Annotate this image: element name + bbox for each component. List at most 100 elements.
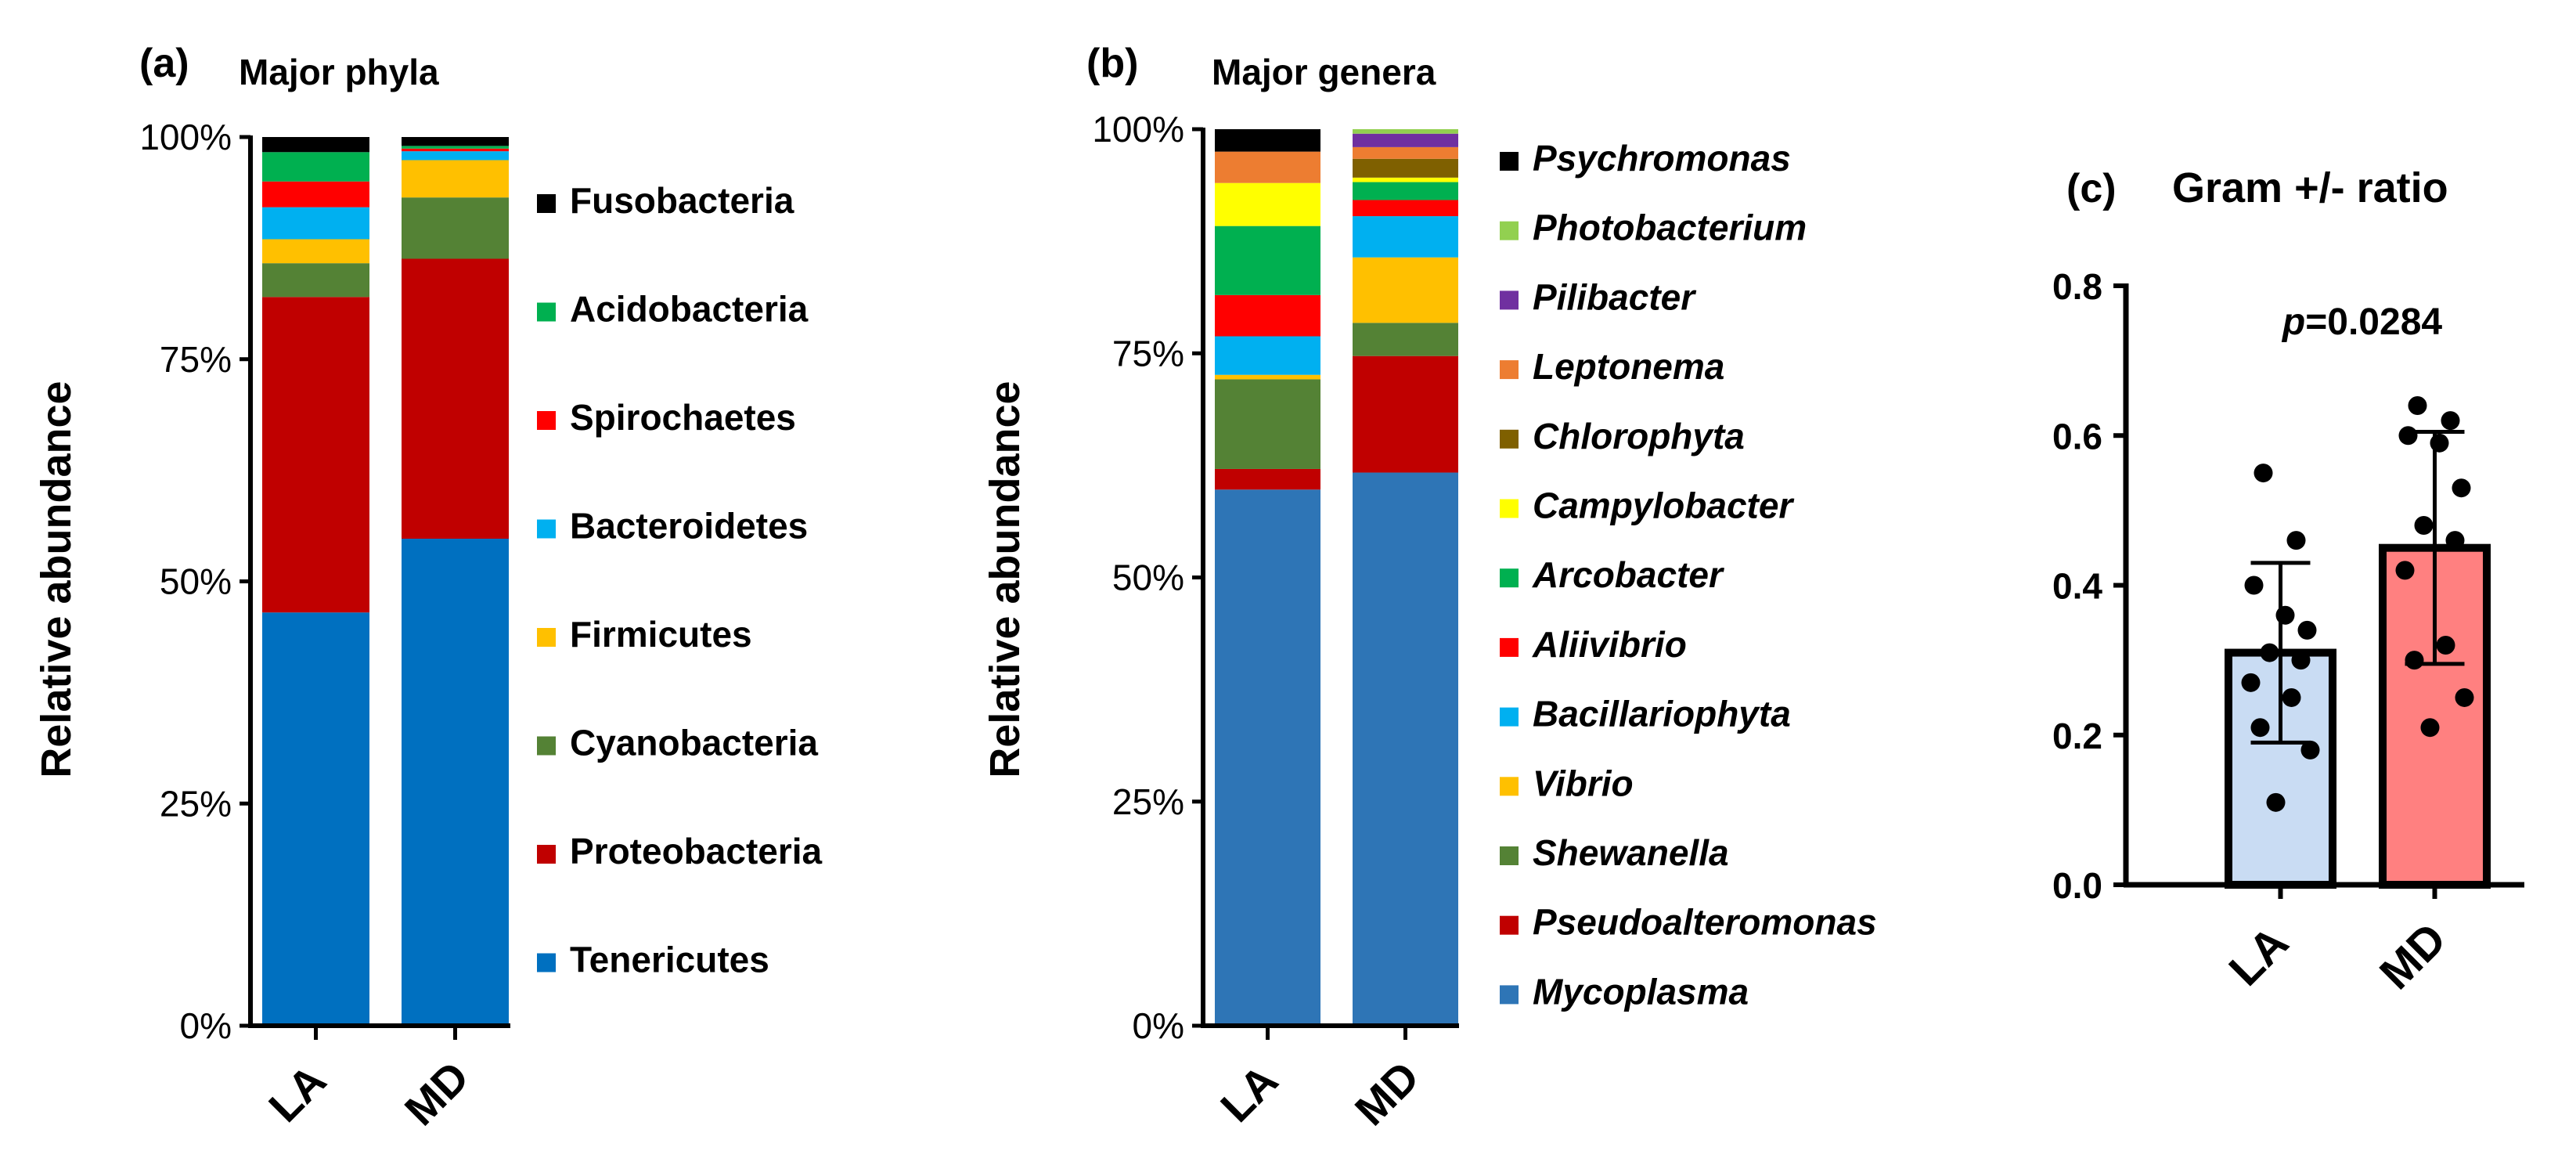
panel-a-legend-swatch-firmicutes xyxy=(537,628,556,647)
panel-c-point-la xyxy=(2291,651,2311,670)
panel-c-point-md xyxy=(2408,396,2427,415)
panel-b-legend-label-leptonema: Leptonema xyxy=(1533,346,1724,387)
panel-a-legend: Fusobacteria Acidobacteria Spirochaetes Bac… xyxy=(537,180,823,980)
panel-c-x-label-md: MD xyxy=(2370,913,2456,999)
panel-a-legend-label-proteobacteria: Proteobacteria xyxy=(570,831,823,871)
panel-b-legend-swatch-bacillariophyta xyxy=(1500,707,1519,727)
panel-b-legend-swatch-pseudoalteromonas xyxy=(1500,915,1519,935)
panel-b-label: (b) xyxy=(1086,41,1138,86)
panel-c-point-md xyxy=(2452,478,2471,498)
panel-a-x-label-la: LA xyxy=(259,1055,335,1131)
panel-c-y-ticks: 0.0 0.2 0.4 0.6 0.8 xyxy=(2052,266,2126,906)
panel-b-legend-label-shewanella: Shewanella xyxy=(1533,832,1729,873)
panel-c-point-la xyxy=(2250,718,2270,738)
panel-c-point-la xyxy=(2282,687,2301,707)
panel-b-legend-swatch-psychromonas xyxy=(1500,152,1519,171)
panel-b-legend-label-chlorophyta: Chlorophyta xyxy=(1533,416,1745,456)
panel-c-point-la xyxy=(2266,792,2286,812)
panel-b-legend-label-mycoplasma: Mycoplasma xyxy=(1533,971,1749,1012)
panel-c-point-la xyxy=(2275,605,2295,625)
panel-a-x-label-md: MD xyxy=(395,1052,478,1135)
panel-a-bar-segment-md-firmicutes xyxy=(402,160,509,198)
panel-b-y-tick-label: 25% xyxy=(1112,781,1184,822)
panel-c-point-md xyxy=(2436,636,2455,655)
panel-b-legend-label-pilibacter: Pilibacter xyxy=(1533,276,1696,317)
panel-b-y-tick-label: 75% xyxy=(1112,333,1184,373)
panel-a-axes xyxy=(248,135,510,1040)
panel-a-bar-segment-la-fusobacteria xyxy=(262,137,369,153)
panel-b-bar-segment-md-arcobacter xyxy=(1353,182,1458,200)
panel-a-bar-segment-md-fusobacteria xyxy=(402,137,509,146)
panel-a-legend-swatch-cyanobacteria xyxy=(537,736,556,756)
panel-b-legend-label-bacillariophyta: Bacillariophyta xyxy=(1533,694,1791,734)
panel-b-bar-segment-md-chlorophyta xyxy=(1353,158,1458,178)
panel-b-bar-segment-la-shewanella xyxy=(1215,379,1320,469)
panel-a-bar-segment-la-spirochaetes xyxy=(262,181,369,207)
panel-c-pvalue-number: =0.0284 xyxy=(2305,301,2442,343)
panel-a: (a) Major phyla Relative abundance 0% 25%… xyxy=(33,41,823,1135)
panel-a-x-labels: LA MD xyxy=(259,1052,478,1135)
panel-a-bar-segment-la-tenericutes xyxy=(262,612,369,1026)
panel-c-point-la xyxy=(2244,576,2264,595)
panel-b-ylabel: Relative abundance xyxy=(982,381,1029,778)
panel-c-point-md xyxy=(2395,561,2415,580)
panel-c-point-md xyxy=(2445,531,2465,550)
panel-b-legend-label-pseudoalteromonas: Pseudoalteromonas xyxy=(1533,902,1877,943)
panel-a-bar-segment-md-spirochaetes xyxy=(402,148,509,152)
panel-b-bar-segment-md-bacillariophyta xyxy=(1353,216,1458,258)
panel-a-legend-swatch-tenericutes xyxy=(537,953,556,972)
panel-b-bar-segment-la-vibrio xyxy=(1215,374,1320,380)
panel-b-bar-segment-la-aliivibrio xyxy=(1215,294,1320,337)
panel-c-pvalue-symbol: p xyxy=(2281,301,2305,343)
panel-b-legend-label-psychromonas: Psychromonas xyxy=(1533,138,1791,179)
panel-a-bar-segment-md-cyanobacteria xyxy=(402,197,509,259)
panel-b-bar-segment-la-mycoplasma xyxy=(1215,489,1320,1026)
panel-b-bar-segment-la-pseudoalteromonas xyxy=(1215,468,1320,490)
panel-a-legend-swatch-spirochaetes xyxy=(537,411,556,430)
panel-c-y-tick-label: 0.4 xyxy=(2052,566,2102,607)
panel-a-ylabel: Relative abundance xyxy=(33,381,80,778)
panel-a-bar-segment-la-acidobacteria xyxy=(262,152,369,182)
panel-a-legend-swatch-proteobacteria xyxy=(537,845,556,864)
panel-a-y-tick-label: 50% xyxy=(160,561,232,602)
panel-b-x-labels: LA MD xyxy=(1211,1052,1429,1135)
panel-b-legend-swatch-shewanella xyxy=(1500,846,1519,865)
panel-b-legend-swatch-pilibacter xyxy=(1500,290,1519,310)
panel-a-legend-label-tenericutes: Tenericutes xyxy=(570,940,769,980)
panel-c-point-md xyxy=(2414,516,2434,535)
panel-b-legend-label-aliivibrio: Aliivibrio xyxy=(1532,624,1687,665)
panel-c-pvalue: p=0.0284 xyxy=(2281,301,2442,343)
panel-a-y-tick-label: 25% xyxy=(160,783,232,824)
panel-b-legend-swatch-campylobacter xyxy=(1500,499,1519,518)
panel-b-bar-segment-md-leptonema xyxy=(1353,146,1458,159)
panel-b-legend-label-vibrio: Vibrio xyxy=(1533,763,1634,803)
panel-b-bar-segment-md-mycoplasma xyxy=(1353,472,1458,1026)
panel-b-bar-segment-la-bacillariophyta xyxy=(1215,336,1320,375)
panel-a-bar-segment-md-proteobacteria xyxy=(402,258,509,539)
panel-a-y-tick-label: 0% xyxy=(180,1005,232,1046)
panel-c-point-md xyxy=(2398,426,2418,446)
panel-b-legend-swatch-vibrio xyxy=(1500,777,1519,796)
panel-a-legend-label-firmicutes: Firmicutes xyxy=(570,614,752,655)
panel-c-bars xyxy=(2225,543,2491,889)
panel-c: (c) Gram +/- ratio p=0.0284 0.0 0.2 0.4 0.6… xyxy=(2052,164,2524,999)
panel-b-legend-swatch-aliivibrio xyxy=(1500,637,1519,657)
panel-c-y-tick-label: 0.8 xyxy=(2052,266,2102,307)
panel-b-y-tick-label: 100% xyxy=(1092,109,1184,150)
panel-b-legend: Psychromonas Photobacterium Pilibacter Lept… xyxy=(1500,138,1877,1012)
panel-b-legend-swatch-arcobacter xyxy=(1500,568,1519,588)
panel-c-title: Gram +/- ratio xyxy=(2172,164,2448,211)
panel-c-points xyxy=(2241,396,2474,812)
panel-a-label: (a) xyxy=(139,41,189,86)
panel-b-y-ticks: 0% 25% 50% 75% 100% xyxy=(1092,109,1203,1046)
panel-c-point-la xyxy=(2241,673,2261,692)
panel-a-bar-segment-la-proteobacteria xyxy=(262,297,369,613)
panel-a-title: Major phyla xyxy=(239,52,439,92)
panel-c-y-tick-label: 0.0 xyxy=(2052,865,2102,906)
panel-a-bar-segment-la-firmicutes xyxy=(262,239,369,264)
panel-b-bar-segment-la-psychromonas xyxy=(1215,129,1320,152)
panel-b-legend-swatch-mycoplasma xyxy=(1500,985,1519,1005)
panel-a-legend-label-spirochaetes: Spirochaetes xyxy=(570,397,796,438)
panel-b-bar-segment-md-shewanella xyxy=(1353,323,1458,356)
